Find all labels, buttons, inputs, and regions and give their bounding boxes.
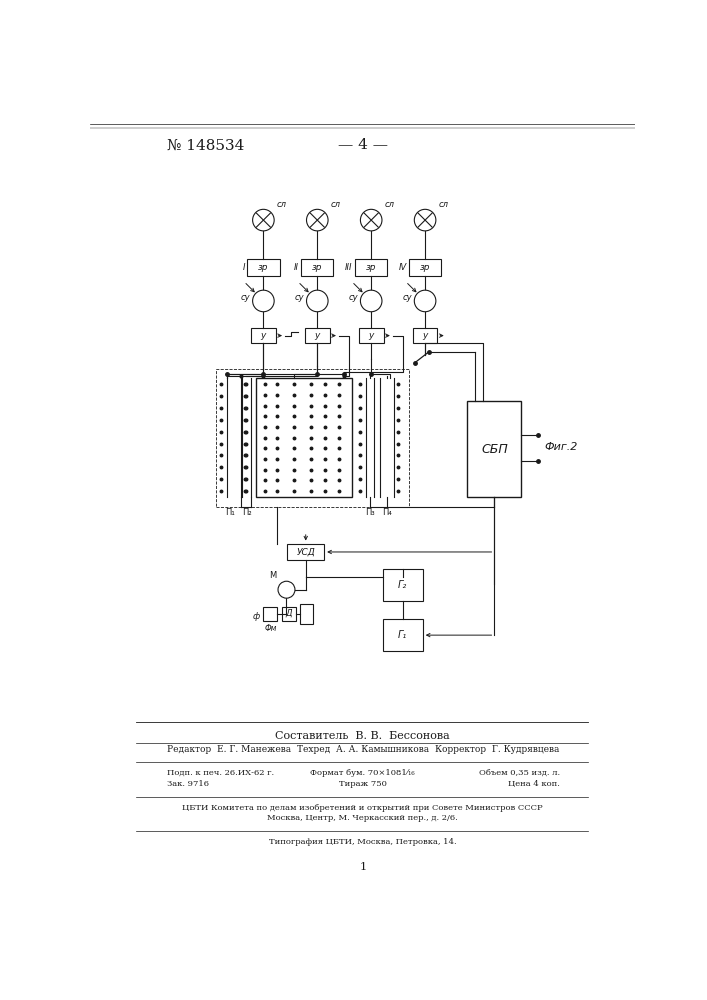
Text: Цена 4 коп.: Цена 4 коп. [508, 780, 560, 788]
Circle shape [252, 290, 274, 312]
Text: сл: сл [330, 200, 340, 209]
Text: Г₂: Г₂ [398, 580, 407, 590]
Bar [216, 369, 409, 507]
Circle shape [307, 290, 328, 312]
Text: № 148534: № 148534 [167, 138, 245, 152]
Text: Подп. к печ. 26.ИХ-62 г.: Подп. к печ. 26.ИХ-62 г. [167, 769, 274, 777]
Text: у: у [261, 331, 266, 340]
Text: Формат бум. 70×1081⁄₁₆: Формат бум. 70×1081⁄₁₆ [310, 769, 415, 777]
Text: Редактор  Е. Г. Манежева: Редактор Е. Г. Манежева [167, 745, 291, 754]
Text: сл: сл [276, 200, 286, 209]
Text: су: су [349, 293, 358, 302]
Circle shape [252, 209, 274, 231]
Text: зр: зр [258, 263, 269, 272]
Circle shape [307, 209, 328, 231]
Text: СБП: СБП [481, 443, 508, 456]
Bar [382, 619, 423, 651]
Bar [256, 378, 352, 497]
Text: Д: Д [286, 609, 292, 618]
Text: зр: зр [366, 263, 376, 272]
Text: ЦБТИ Комитета по делам изобретений и открытий при Совете Министров СССР: ЦБТИ Комитета по делам изобретений и отк… [182, 804, 543, 812]
Text: УСД: УСД [296, 547, 315, 556]
Text: 1: 1 [359, 862, 366, 872]
Text: Фм: Фм [264, 624, 276, 633]
Text: I: I [243, 263, 245, 272]
Text: зр: зр [420, 263, 431, 272]
Text: Тираж 750: Тираж 750 [339, 780, 387, 788]
Text: су: су [240, 293, 250, 302]
Text: П₃: П₃ [365, 508, 375, 517]
Text: су: су [402, 293, 412, 302]
Text: сл: сл [438, 200, 448, 209]
Bar [413, 328, 438, 343]
Text: Техред  А. А. Камышникова: Техред А. А. Камышникова [297, 745, 428, 754]
Text: — 4 —: — 4 — [338, 138, 387, 152]
Bar [355, 259, 387, 276]
Text: Составитель  В. В.  Бессонова: Составитель В. В. Бессонова [275, 731, 450, 741]
Circle shape [278, 581, 295, 598]
Bar [247, 259, 279, 276]
Text: П₁: П₁ [226, 508, 235, 517]
Text: у: у [368, 331, 374, 340]
Bar [282, 607, 296, 620]
Text: П₂: П₂ [242, 508, 251, 517]
Text: Г₁: Г₁ [398, 630, 407, 640]
Bar [359, 328, 383, 343]
Text: Москва, Центр, М. Черкасский пер., д. 2/6.: Москва, Центр, М. Черкасский пер., д. 2/… [267, 814, 458, 822]
Bar [264, 607, 277, 620]
Bar [251, 328, 276, 343]
Bar [287, 544, 325, 560]
Text: III: III [345, 263, 353, 272]
Text: М: М [269, 571, 276, 580]
Circle shape [361, 290, 382, 312]
Text: зр: зр [312, 263, 322, 272]
Bar [467, 401, 521, 497]
Bar [305, 328, 329, 343]
Text: ф: ф [252, 612, 259, 621]
Text: Зак. 9716: Зак. 9716 [167, 780, 209, 788]
Text: Объем 0,35 изд. л.: Объем 0,35 изд. л. [479, 769, 560, 777]
Text: П₄: П₄ [382, 508, 392, 517]
Bar [301, 259, 334, 276]
Text: сл: сл [385, 200, 395, 209]
Bar [409, 259, 441, 276]
Text: Типография ЦБТИ, Москва, Петровка, 14.: Типография ЦБТИ, Москва, Петровка, 14. [269, 838, 457, 846]
Text: Корректор  Г. Кудрявцева: Корректор Г. Кудрявцева [436, 745, 560, 754]
Text: Фиг.2: Фиг.2 [544, 442, 578, 452]
Text: су: су [295, 293, 304, 302]
Bar [300, 604, 312, 624]
Text: у: у [422, 331, 428, 340]
Circle shape [361, 209, 382, 231]
Text: у: у [315, 331, 320, 340]
Circle shape [414, 290, 436, 312]
Circle shape [414, 209, 436, 231]
Text: IV: IV [398, 263, 407, 272]
Bar [382, 569, 423, 601]
Text: II: II [294, 263, 299, 272]
